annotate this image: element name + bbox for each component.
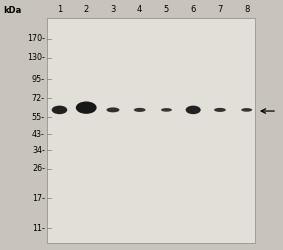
- Text: 8: 8: [244, 5, 249, 14]
- Text: 17-: 17-: [32, 194, 45, 203]
- Ellipse shape: [106, 108, 119, 112]
- Text: 34-: 34-: [32, 146, 45, 155]
- Ellipse shape: [214, 108, 226, 112]
- Ellipse shape: [52, 106, 67, 114]
- Text: 55-: 55-: [32, 112, 45, 122]
- Text: 95-: 95-: [32, 75, 45, 84]
- Text: kDa: kDa: [3, 6, 21, 15]
- Text: 72-: 72-: [32, 94, 45, 103]
- Ellipse shape: [186, 106, 201, 114]
- Text: 43-: 43-: [32, 130, 45, 138]
- Ellipse shape: [161, 108, 172, 112]
- Ellipse shape: [241, 108, 252, 112]
- Text: 170-: 170-: [27, 34, 45, 43]
- Text: 2: 2: [83, 5, 89, 14]
- Text: 130-: 130-: [27, 53, 45, 62]
- Ellipse shape: [76, 102, 97, 114]
- Bar: [47, 18, 255, 243]
- Ellipse shape: [134, 108, 145, 112]
- Text: 4: 4: [137, 5, 142, 14]
- Text: 6: 6: [190, 5, 196, 14]
- Text: 1: 1: [57, 5, 62, 14]
- Text: 11-: 11-: [32, 224, 45, 233]
- Text: 26-: 26-: [32, 164, 45, 173]
- Text: 3: 3: [110, 5, 116, 14]
- Text: 7: 7: [217, 5, 223, 14]
- Text: 5: 5: [164, 5, 169, 14]
